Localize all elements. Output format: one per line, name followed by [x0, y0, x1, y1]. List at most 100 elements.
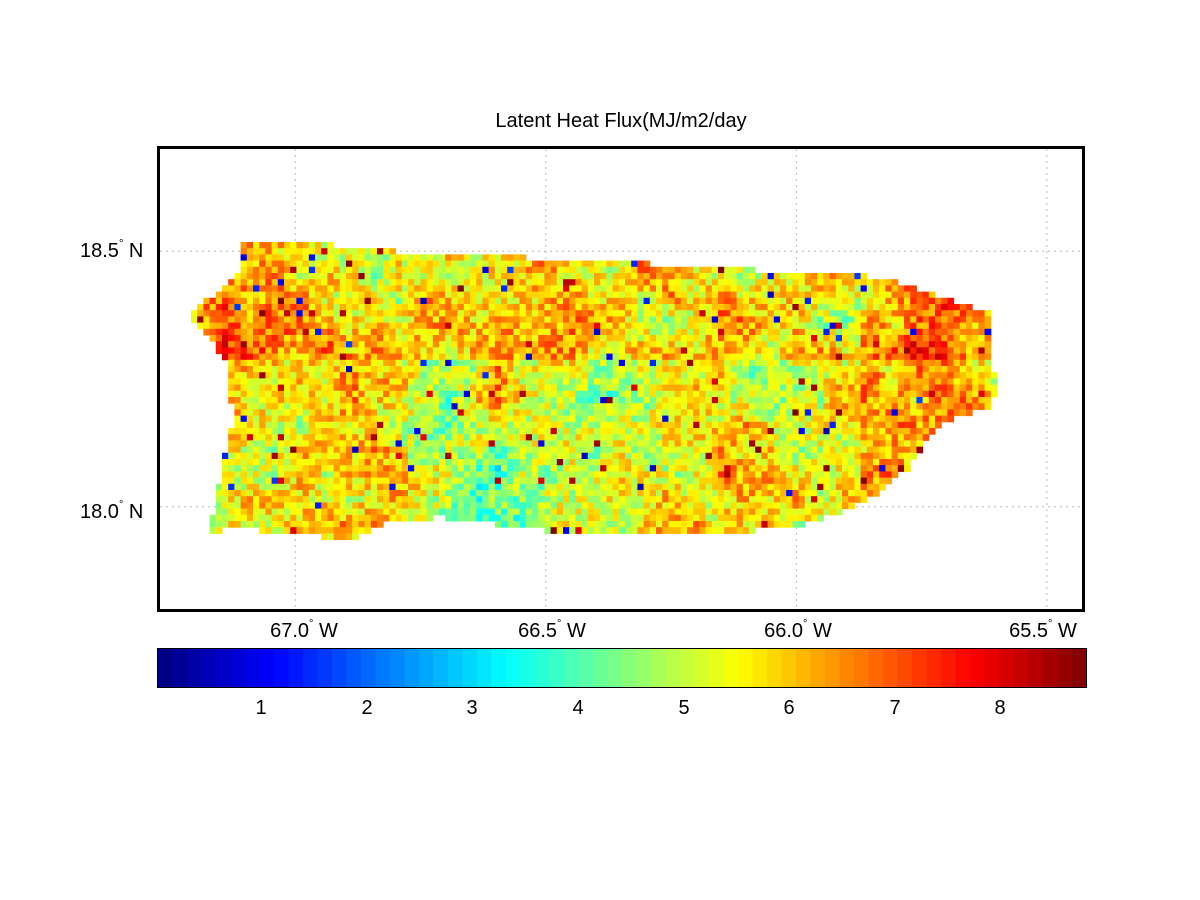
heatmap-cell: [798, 477, 806, 485]
heatmap-cell: [507, 378, 514, 386]
heatmap-cell: [587, 508, 595, 516]
heatmap-cell: [823, 452, 831, 460]
heatmap-cell: [352, 378, 359, 386]
heatmap-cell: [519, 279, 527, 286]
heatmap-cell: [618, 446, 626, 454]
heatmap-cell: [432, 471, 440, 479]
heatmap-cell: [246, 322, 254, 330]
heatmap-cell: [302, 242, 310, 249]
heatmap-cell: [730, 341, 738, 348]
heatmap-cell: [556, 353, 564, 361]
heatmap-cell: [600, 359, 607, 367]
heatmap-cell: [494, 471, 502, 479]
heatmap-cell: [569, 409, 576, 417]
heatmap-cell: [321, 521, 328, 528]
heatmap-cell: [408, 328, 415, 336]
heatmap-cell: [848, 384, 855, 392]
heatmap-cell: [488, 297, 496, 305]
heatmap-cell: [625, 459, 632, 466]
heatmap-cell: [358, 440, 366, 448]
heatmap-cell: [544, 403, 552, 410]
heatmap-cell: [259, 248, 266, 255]
heatmap-cell: [643, 285, 651, 293]
heatmap-cell: [842, 384, 849, 392]
heatmap-cell: [699, 378, 707, 386]
heatmap-cell: [761, 508, 769, 516]
heatmap-cell: [383, 477, 390, 485]
heatmap-cell: [556, 446, 564, 454]
heatmap-cell: [947, 409, 955, 417]
heatmap-cell: [488, 440, 496, 448]
heatmap-cell: [953, 304, 961, 311]
heatmap-cell: [767, 446, 775, 454]
heatmap-cell: [383, 285, 390, 293]
heatmap-cell: [711, 328, 719, 336]
heatmap-cell: [426, 366, 434, 373]
heatmap-cell: [674, 471, 682, 479]
heatmap-cell: [761, 359, 769, 367]
heatmap-cell: [842, 446, 849, 454]
heatmap-cell: [891, 297, 899, 305]
heatmap-cell: [259, 384, 266, 392]
heatmap-cell: [370, 415, 378, 423]
heatmap-cell: [358, 421, 366, 429]
heatmap-cell: [271, 415, 279, 423]
heatmap-cell: [631, 434, 638, 441]
heatmap-cell: [389, 378, 397, 386]
heatmap-cell: [823, 291, 831, 299]
heatmap-cell: [792, 508, 800, 516]
heatmap-cell: [445, 508, 452, 516]
heatmap-cell: [383, 297, 390, 305]
heatmap-cell: [302, 446, 310, 454]
heatmap-cell: [910, 347, 917, 355]
heatmap-cell: [780, 502, 787, 510]
heatmap-cell: [215, 297, 223, 305]
heatmap-cell: [451, 254, 459, 262]
heatmap-cell: [718, 483, 725, 491]
heatmap-cell: [680, 390, 688, 398]
heatmap-cell: [730, 521, 738, 528]
heatmap-cell: [835, 328, 843, 336]
heatmap-cell: [742, 428, 750, 435]
heatmap-cell: [575, 452, 583, 460]
heatmap-cell: [377, 310, 384, 317]
heatmap-cell: [377, 428, 384, 435]
heatmap-cell: [408, 316, 415, 324]
heatmap-cell: [463, 279, 471, 286]
heatmap-cell: [451, 378, 459, 386]
heatmap-cell: [631, 378, 638, 386]
heatmap-cell: [842, 359, 849, 367]
heatmap-cell: [259, 421, 266, 429]
heatmap-cell: [346, 322, 353, 330]
heatmap-cell: [631, 279, 638, 286]
heatmap-cell: [544, 465, 552, 472]
heatmap-cell: [339, 428, 347, 435]
heatmap-cell: [519, 328, 527, 336]
heatmap-cell: [346, 347, 353, 355]
heatmap-cell: [792, 452, 800, 460]
heatmap-cell: [284, 366, 291, 373]
heatmap-cell: [767, 322, 775, 330]
heatmap-cell: [302, 347, 310, 355]
heatmap-cell: [699, 372, 707, 379]
heatmap-cell: [823, 316, 831, 324]
heatmap-cell: [631, 409, 638, 417]
map-axes[interactable]: [157, 146, 1085, 612]
heatmap-cell: [749, 459, 756, 466]
heatmap-cell: [240, 285, 248, 293]
heatmap-cell: [191, 310, 198, 317]
heatmap-cell: [873, 297, 880, 305]
heatmap-cell: [718, 477, 725, 485]
heatmap-cell: [941, 372, 948, 379]
heatmap-cell: [333, 397, 341, 404]
heatmap-cell: [253, 285, 260, 293]
heatmap-cell: [501, 254, 508, 262]
heatmap-cell: [984, 353, 992, 361]
heatmap-cell: [897, 297, 905, 305]
heatmap-cell: [364, 490, 372, 497]
heatmap-cell: [637, 291, 645, 299]
heatmap-cell: [817, 514, 824, 522]
heatmap-cell: [581, 390, 589, 398]
heatmap-cell: [432, 335, 440, 342]
heatmap-cell: [265, 248, 273, 255]
